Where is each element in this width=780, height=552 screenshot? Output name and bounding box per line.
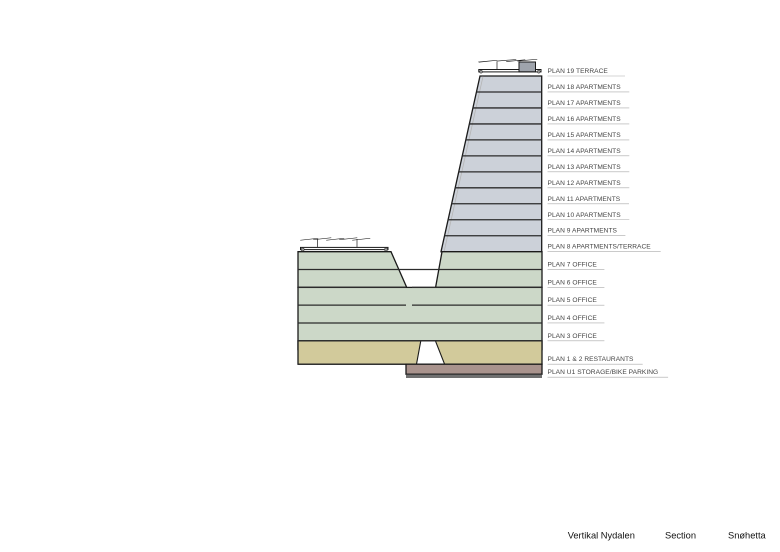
svg-text:Section: Section — [665, 531, 696, 541]
svg-text:PLAN 1 & 2 RESTAURANTS: PLAN 1 & 2 RESTAURANTS — [548, 356, 635, 363]
svg-text:PLAN 6 OFFICE: PLAN 6 OFFICE — [548, 279, 598, 286]
svg-text:PLAN 4 OFFICE: PLAN 4 OFFICE — [548, 315, 598, 322]
svg-text:PLAN 13 APARTMENTS: PLAN 13 APARTMENTS — [548, 164, 622, 171]
svg-text:PLAN 7 OFFICE: PLAN 7 OFFICE — [548, 262, 598, 269]
svg-text:PLAN 10 APARTMENTS: PLAN 10 APARTMENTS — [548, 212, 622, 219]
svg-text:Vertikal Nydalen: Vertikal Nydalen — [568, 531, 635, 541]
svg-text:PLAN U1 STORAGE/BIKE PARKING: PLAN U1 STORAGE/BIKE PARKING — [548, 369, 659, 376]
svg-text:PLAN 18 APARTMENTS: PLAN 18 APARTMENTS — [548, 84, 622, 91]
svg-text:PLAN 8 APARTMENTS/TERRACE: PLAN 8 APARTMENTS/TERRACE — [548, 244, 652, 251]
svg-text:Snøhetta: Snøhetta — [728, 531, 767, 541]
svg-text:PLAN 14 APARTMENTS: PLAN 14 APARTMENTS — [548, 148, 622, 155]
svg-text:PLAN 19 TERRACE: PLAN 19 TERRACE — [548, 68, 609, 75]
svg-text:PLAN 16 APARTMENTS: PLAN 16 APARTMENTS — [548, 116, 622, 123]
svg-text:PLAN 11 APARTMENTS: PLAN 11 APARTMENTS — [548, 196, 621, 203]
svg-text:PLAN 9 APARTMENTS: PLAN 9 APARTMENTS — [548, 228, 618, 235]
svg-text:PLAN 12 APARTMENTS: PLAN 12 APARTMENTS — [548, 180, 622, 187]
svg-text:PLAN 17 APARTMENTS: PLAN 17 APARTMENTS — [548, 100, 622, 107]
svg-text:PLAN 15 APARTMENTS: PLAN 15 APARTMENTS — [548, 132, 622, 139]
svg-text:PLAN 5 OFFICE: PLAN 5 OFFICE — [548, 297, 598, 304]
svg-text:PLAN 3 OFFICE: PLAN 3 OFFICE — [548, 333, 598, 340]
